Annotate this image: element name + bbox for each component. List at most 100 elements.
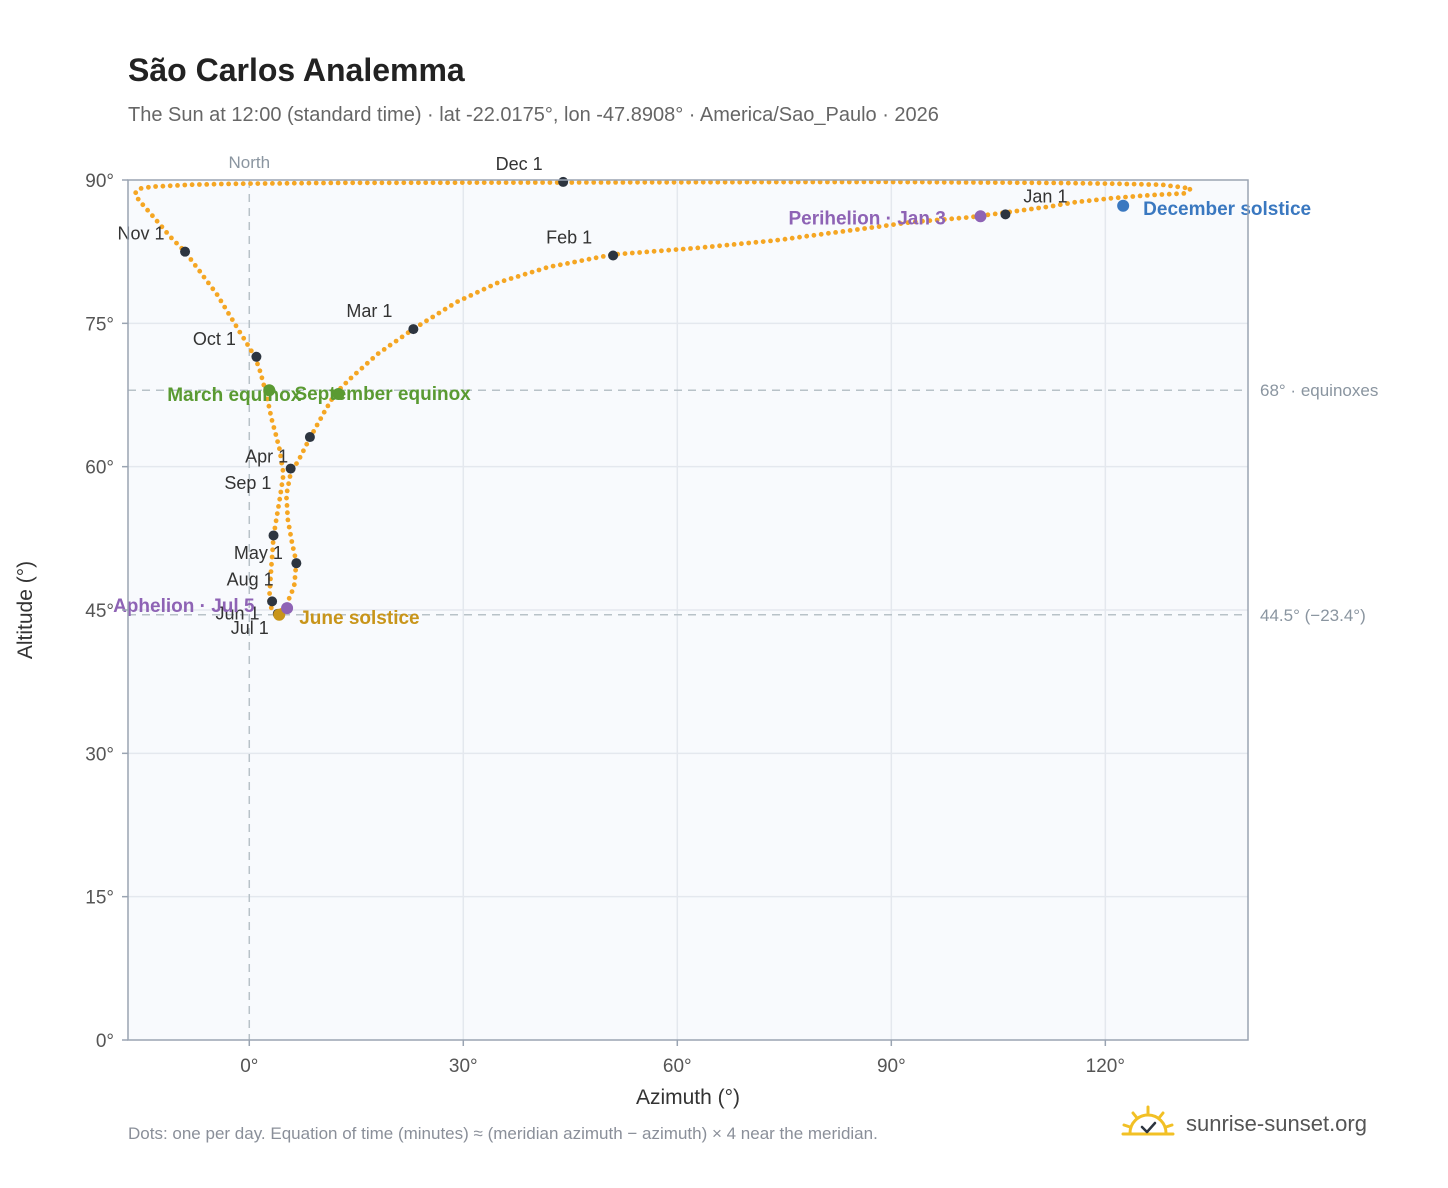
day-dot: [226, 181, 232, 187]
day-dot: [335, 180, 341, 186]
day-dot: [593, 255, 599, 261]
day-dot: [153, 184, 159, 189]
day-dot: [461, 296, 467, 301]
day-dot: [268, 605, 274, 611]
event-label: Perihelion · Jan 3: [788, 208, 945, 229]
day-dot: [919, 179, 925, 185]
day-dot: [1146, 182, 1152, 187]
day-dot: [739, 241, 744, 247]
day-dot: [475, 289, 480, 295]
day-dot: [1166, 191, 1172, 197]
day-dot: [468, 293, 474, 298]
day-dot: [746, 240, 752, 246]
day-dot: [293, 567, 298, 573]
month-label: May 1: [234, 543, 283, 563]
day-dot: [576, 180, 582, 185]
brand-name: sunrise-sunset.org: [1186, 1111, 1367, 1136]
day-dot: [1065, 180, 1071, 186]
day-dot: [343, 180, 348, 186]
day-dot: [233, 323, 239, 329]
day-dot: [408, 180, 414, 186]
day-dot: [540, 180, 545, 185]
month-label: Jun 1: [216, 603, 260, 623]
day-dot: [942, 217, 947, 222]
day-dot: [1022, 180, 1027, 186]
day-dot: [978, 180, 984, 185]
day-dot: [525, 180, 531, 185]
day-dot: [1182, 185, 1188, 191]
day-dot: [1029, 180, 1035, 186]
day-dot: [489, 180, 494, 186]
day-dot: [949, 216, 955, 222]
month-label: Sep 1: [224, 473, 271, 493]
day-dot: [1043, 204, 1049, 210]
day-dot: [941, 179, 947, 185]
day-dot: [455, 299, 460, 304]
day-dot: [284, 488, 290, 494]
y-axis-label: Altitude (°): [14, 561, 37, 659]
day-dot: [280, 475, 286, 480]
day-dot: [188, 257, 194, 262]
day-dot: [586, 256, 592, 262]
day-dot: [297, 454, 303, 460]
day-dot: [218, 298, 224, 304]
day-dot: [280, 467, 286, 473]
day-dot: [1139, 181, 1144, 187]
month-marker: [304, 432, 315, 443]
day-dot: [862, 226, 867, 231]
day-dot: [810, 179, 816, 185]
day-dot: [436, 310, 442, 316]
brand-logo[interactable]: sunrise-sunset.org: [1120, 1103, 1367, 1145]
day-dot: [1137, 193, 1143, 199]
day-dot: [724, 242, 730, 248]
day-dot: [1036, 180, 1042, 186]
day-dot: [753, 239, 759, 245]
reference-line-label: 68° · equinoxes: [1260, 381, 1378, 400]
day-dot: [279, 460, 285, 466]
day-dot: [1123, 194, 1128, 200]
day-dot: [1065, 201, 1070, 206]
day-dot: [488, 283, 493, 289]
day-dot: [613, 180, 618, 185]
day-dot: [737, 179, 743, 185]
day-dot: [266, 403, 272, 409]
day-dot: [1159, 192, 1165, 197]
day-dot: [649, 179, 655, 185]
day-dot: [508, 276, 514, 281]
day-dot: [393, 338, 399, 344]
day-dot: [912, 179, 918, 185]
y-tick-label: 45°: [85, 601, 114, 622]
month-marker: [267, 596, 278, 607]
day-dot: [269, 418, 275, 423]
month-marker: [408, 324, 419, 335]
day-dot: [515, 274, 521, 279]
day-dot: [536, 267, 542, 273]
day-dot: [629, 250, 635, 256]
day-dot: [211, 181, 217, 187]
day-dot: [985, 212, 991, 218]
day-dot: [1080, 180, 1086, 186]
day-dot: [277, 446, 282, 452]
day-dot: [708, 179, 713, 185]
day-dot: [898, 221, 904, 227]
day-dot: [905, 179, 911, 185]
day-dot: [550, 263, 556, 269]
day-dot: [321, 180, 326, 186]
day-dot: [271, 425, 277, 430]
month-label: Oct 1: [193, 329, 236, 349]
event-marker: [332, 388, 345, 401]
day-dot: [182, 182, 188, 188]
event-label: Aphelion · Jul 5: [113, 596, 255, 617]
day-dot: [218, 181, 224, 187]
day-dot: [518, 180, 524, 185]
day-dot: [912, 219, 918, 225]
day-dot: [192, 263, 198, 268]
day-dot: [934, 217, 940, 223]
month-label: Feb 1: [546, 227, 592, 247]
day-dot: [644, 249, 650, 255]
day-dot: [277, 181, 283, 186]
day-dot: [803, 179, 808, 185]
day-dot: [150, 213, 155, 219]
chart-subtitle: The Sun at 12:00 (standard time) · lat -…: [128, 104, 939, 126]
day-dot: [189, 182, 195, 188]
